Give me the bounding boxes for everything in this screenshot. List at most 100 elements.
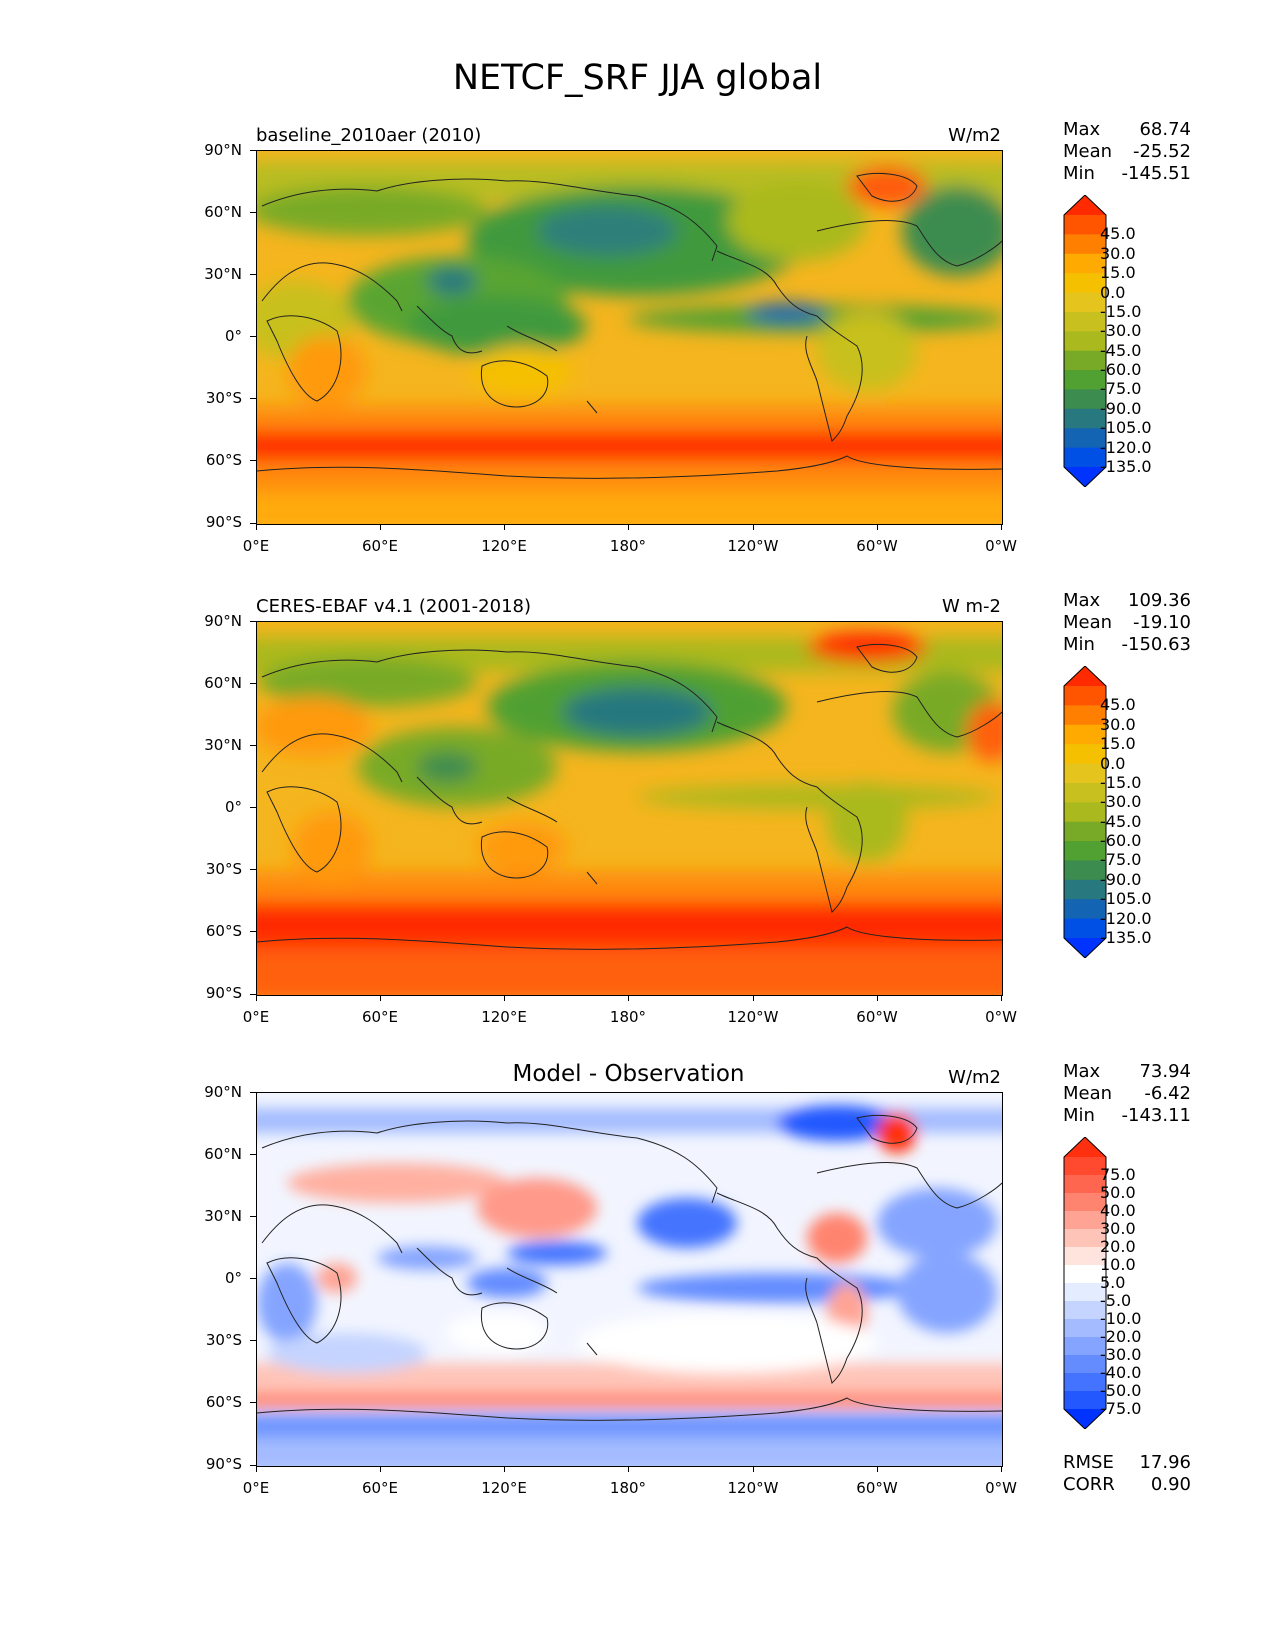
lon-label: 180° — [609, 537, 647, 555]
colorbar-tick-label: -15.0 — [1100, 772, 1142, 792]
colorbar-extend-min — [1064, 467, 1106, 487]
lon-label: 0°E — [242, 1008, 270, 1026]
colorbar-tick-label: -30.0 — [1100, 1345, 1142, 1364]
colorbar-segment — [1064, 782, 1106, 803]
colorbar-segment — [1064, 1355, 1106, 1374]
stat-value: -19.10 — [1132, 612, 1191, 633]
colorbar — [1063, 1137, 1107, 1429]
colorbar-tick-label: -15.0 — [1100, 301, 1142, 321]
colorbar-tick-label: 50.0 — [1100, 1183, 1136, 1202]
map-difference — [256, 1092, 1003, 1467]
stat-label: Mean — [1063, 1083, 1113, 1104]
lat-label: 30°N — [204, 736, 242, 754]
colorbar-tick-label: -50.0 — [1100, 1381, 1142, 1400]
colorbar-tick-label: -135.0 — [1100, 928, 1152, 947]
lon-label: 0°W — [985, 1008, 1017, 1026]
lon-label: 120°E — [481, 537, 527, 555]
stat-label: Max — [1063, 119, 1101, 140]
colorbar-segment — [1064, 763, 1106, 784]
colorbar-extend-max — [1064, 195, 1106, 215]
panel-observation: CERES-EBAF v4.1 (2001-2018) W m-2 — [0, 590, 1275, 1066]
colorbar-extend-min — [1064, 1409, 1106, 1429]
corr-label: CORR — [1063, 1474, 1115, 1495]
colorbar-segment — [1064, 215, 1106, 235]
colorbar-tick-label: 30.0 — [1100, 243, 1136, 263]
colorbar-segment — [1064, 1337, 1106, 1356]
colorbar-segment — [1064, 234, 1106, 255]
colorbar-tick-label: -30.0 — [1100, 792, 1142, 812]
stat-value: -6.42 — [1144, 1083, 1191, 1104]
stat-label: Max — [1063, 590, 1101, 611]
stats-box: Max 73.94 Mean -6.42 Min -143.11 — [1063, 1061, 1191, 1127]
panel-title: CERES-EBAF v4.1 (2001-2018) — [256, 596, 532, 617]
colorbar-segment — [1064, 1193, 1106, 1212]
colorbar-segment — [1064, 802, 1106, 823]
stat-value: 73.94 — [1139, 1061, 1191, 1082]
colorbar-tick-label: 5.0 — [1100, 1273, 1126, 1292]
colorbar-segment — [1064, 899, 1106, 920]
colorbar-segment — [1064, 350, 1106, 371]
stat-label: Mean — [1063, 141, 1113, 162]
lat-label: 90°N — [204, 141, 242, 159]
lon-label: 120°W — [727, 537, 779, 555]
lat-label: 60°N — [204, 203, 242, 221]
lon-label: 0°W — [985, 1479, 1017, 1497]
colorbar — [1063, 666, 1107, 958]
colorbar-extend-min — [1064, 938, 1106, 958]
colorbar-segment — [1064, 1265, 1106, 1284]
lat-label: 0° — [224, 798, 242, 816]
lon-label: 0°E — [242, 1479, 270, 1497]
lat-label: 60°S — [205, 1393, 242, 1411]
colorbar-tick-label: 20.0 — [1100, 1237, 1136, 1256]
colorbar-segment — [1064, 370, 1106, 390]
stat-value: 68.74 — [1139, 119, 1191, 140]
lon-label: 120°E — [481, 1479, 527, 1497]
colorbar-segment — [1064, 860, 1106, 881]
stats-box: Max 109.36 Mean -19.10 Min -150.63 — [1063, 590, 1191, 656]
stat-value: -25.52 — [1132, 141, 1191, 162]
lat-label: 60°N — [204, 1145, 242, 1163]
colorbar-segment — [1064, 1157, 1106, 1176]
panel-units: W m-2 — [941, 596, 1001, 617]
stat-label: Min — [1063, 163, 1095, 184]
colorbar-segment — [1064, 1175, 1106, 1194]
colorbar-tick-label: 30.0 — [1100, 1219, 1136, 1238]
lat-label: 90°S — [205, 1455, 242, 1473]
colorbar-tick-label: -75.0 — [1100, 850, 1142, 870]
lon-label: 60°W — [856, 1479, 898, 1497]
colorbar-tick-label: -10.0 — [1100, 1309, 1142, 1328]
lon-label: 60°W — [856, 1008, 898, 1026]
colorbar-tick-label: 75.0 — [1100, 1165, 1136, 1184]
colorbar-segment — [1064, 686, 1106, 706]
stat-value: 109.36 — [1128, 590, 1191, 611]
panel-difference: Model - Observation W/m2 — [0, 1061, 1275, 1537]
lon-label: 0°E — [242, 537, 270, 555]
lon-label: 60°W — [856, 537, 898, 555]
colorbar-tick-label: -45.0 — [1100, 811, 1142, 831]
colorbar-tick-label: -40.0 — [1100, 1363, 1142, 1382]
colorbar-tick-label: 15.0 — [1100, 734, 1136, 754]
colorbar-segment — [1064, 744, 1106, 765]
colorbar-segment — [1064, 1391, 1106, 1410]
lat-label: 0° — [224, 1269, 242, 1287]
lat-label: 30°N — [204, 1207, 242, 1225]
colorbar-segment — [1064, 1373, 1106, 1392]
colorbar-segment — [1064, 311, 1106, 332]
colorbar-tick-label: 40.0 — [1100, 1201, 1136, 1220]
colorbar-segment — [1064, 1301, 1106, 1320]
colorbar-segment — [1064, 1283, 1106, 1302]
lat-label: 0° — [224, 327, 242, 345]
lon-label: 180° — [609, 1479, 647, 1497]
colorbar-segment — [1064, 1247, 1106, 1266]
colorbar-segment — [1064, 1211, 1106, 1230]
lon-label: 120°W — [727, 1008, 779, 1026]
panel-title: baseline_2010aer (2010) — [256, 125, 482, 146]
stat-value: -150.63 — [1121, 634, 1191, 655]
stat-label: Min — [1063, 1105, 1095, 1126]
lon-label: 60°E — [361, 1008, 399, 1026]
lat-label: 60°N — [204, 674, 242, 692]
colorbar-tick-label: -60.0 — [1100, 831, 1142, 851]
lat-label: 90°N — [204, 1083, 242, 1101]
colorbar-segment — [1064, 724, 1106, 745]
colorbar-tick-label: -105.0 — [1100, 889, 1152, 909]
